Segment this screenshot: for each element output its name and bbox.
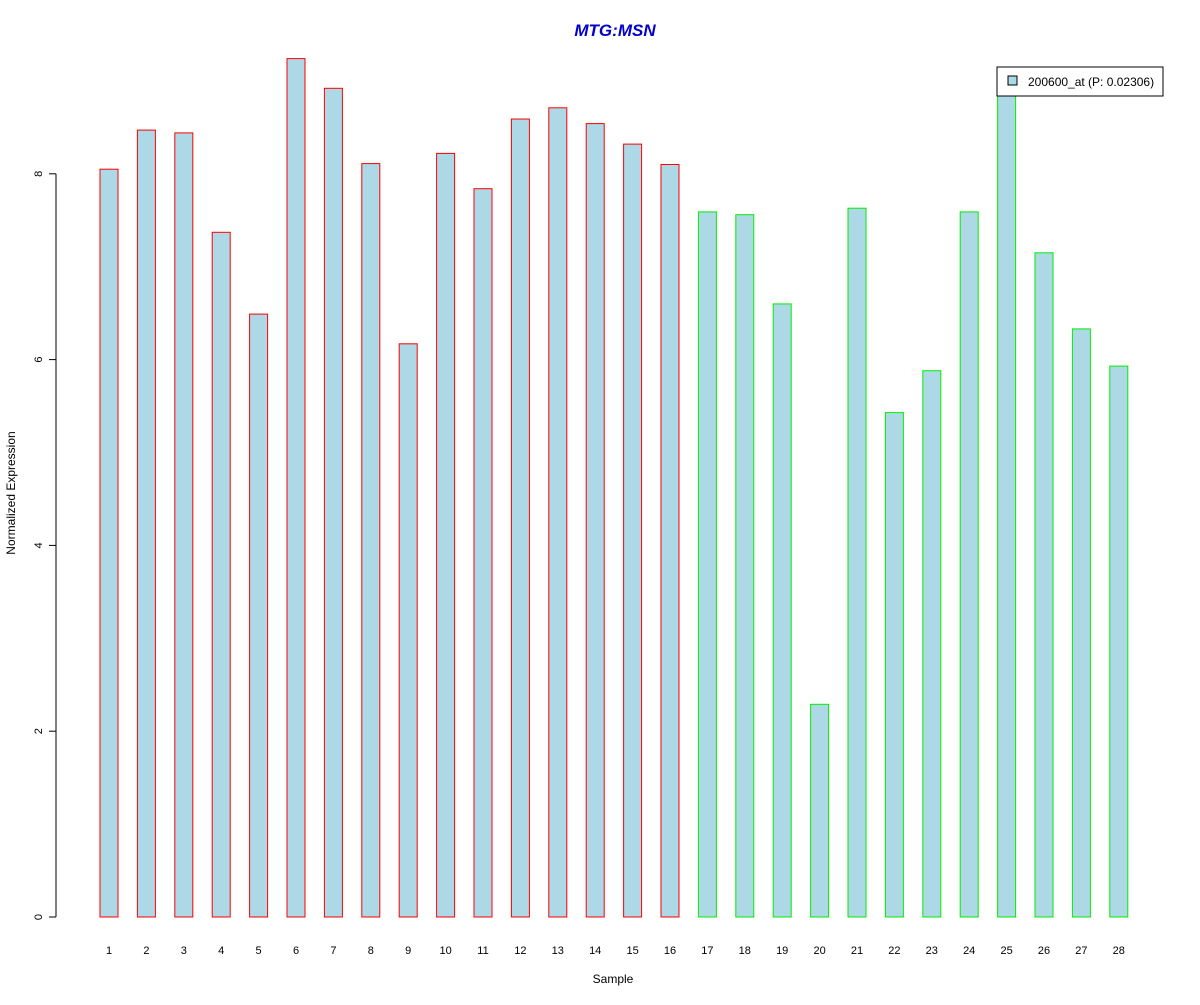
bar-25 — [997, 80, 1017, 918]
bar-14 — [585, 123, 605, 918]
bar-21 — [847, 207, 867, 918]
bar-26 — [1034, 252, 1054, 918]
y-tick-label: 4 — [33, 542, 45, 548]
bar-1 — [99, 168, 119, 918]
bar-4 — [211, 231, 231, 918]
bar-19 — [772, 303, 792, 918]
x-tick-label-13: 13 — [552, 945, 564, 957]
y-tick-label: 0 — [33, 914, 45, 920]
x-tick-label-8: 8 — [368, 945, 374, 957]
bar-13 — [548, 107, 568, 918]
bar-11 — [473, 188, 493, 918]
legend: 200600_at (P: 0.02306) — [996, 66, 1164, 97]
x-tick-label-17: 17 — [701, 945, 713, 957]
bar-27 — [1071, 328, 1091, 918]
x-tick-label-28: 28 — [1113, 945, 1125, 957]
x-tick-label-14: 14 — [589, 945, 601, 957]
x-tick-label-11: 11 — [477, 945, 488, 957]
x-tick-label-23: 23 — [926, 945, 938, 957]
y-tick-label: 8 — [33, 171, 45, 177]
x-tick-label-1: 1 — [106, 945, 112, 957]
x-tick-label-27: 27 — [1075, 945, 1087, 957]
x-tick-label-9: 9 — [405, 945, 411, 957]
x-tick-label-18: 18 — [739, 945, 751, 957]
x-tick-label-19: 19 — [776, 945, 788, 957]
x-tick-label-10: 10 — [439, 945, 451, 957]
x-tick-labels: 1 2 3 4 5 6 7 8 9 10 11 12 13 14 15 16 17 18 19 20 21 22 23 24 2… — [106, 945, 1125, 957]
x-tick-label-15: 15 — [626, 945, 638, 957]
bar-10 — [436, 152, 456, 918]
bar-17 — [697, 211, 717, 918]
bar-24 — [959, 211, 979, 918]
x-tick-label-7: 7 — [330, 945, 336, 957]
x-tick-label-4: 4 — [218, 945, 224, 957]
y-tick-label: 2 — [33, 728, 45, 734]
x-tick-label-6: 6 — [293, 945, 299, 957]
bar-16 — [660, 164, 680, 918]
x-tick-label-24: 24 — [963, 945, 975, 957]
bar-22 — [884, 412, 904, 918]
legend-swatch — [1007, 75, 1018, 86]
bar-5 — [249, 313, 269, 918]
x-tick-label-5: 5 — [256, 945, 262, 957]
bars-group — [99, 58, 1129, 918]
x-tick-label-25: 25 — [1000, 945, 1012, 957]
bar-2 — [136, 129, 156, 918]
bar-7 — [323, 87, 343, 918]
bar-6 — [286, 58, 306, 918]
bar-28 — [1109, 365, 1129, 918]
x-tick-label-26: 26 — [1038, 945, 1050, 957]
legend-label: 200600_at (P: 0.02306) — [1028, 75, 1154, 89]
x-tick-label-21: 21 — [851, 945, 863, 957]
y-tick-label: 6 — [33, 357, 45, 363]
bar-20 — [810, 703, 830, 918]
y-axis-label: Normalized Expression — [4, 431, 18, 554]
x-tick-label-22: 22 — [888, 945, 900, 957]
x-tick-label-3: 3 — [181, 945, 187, 957]
x-tick-label-20: 20 — [813, 945, 825, 957]
bar-9 — [398, 343, 418, 918]
bar-23 — [922, 370, 942, 918]
legend-box — [996, 66, 1164, 97]
bar-15 — [623, 143, 643, 918]
y-axis: 0 2 4 6 8 — [33, 171, 57, 920]
chart-title: MTG:MSN — [574, 21, 656, 40]
bar-3 — [174, 132, 194, 918]
x-tick-label-12: 12 — [514, 945, 526, 957]
x-tick-label-16: 16 — [664, 945, 676, 957]
bar-12 — [510, 118, 530, 918]
x-tick-label-2: 2 — [143, 945, 149, 957]
bar-18 — [735, 214, 755, 918]
x-axis-label: Sample — [593, 972, 634, 986]
bar-8 — [361, 163, 381, 918]
